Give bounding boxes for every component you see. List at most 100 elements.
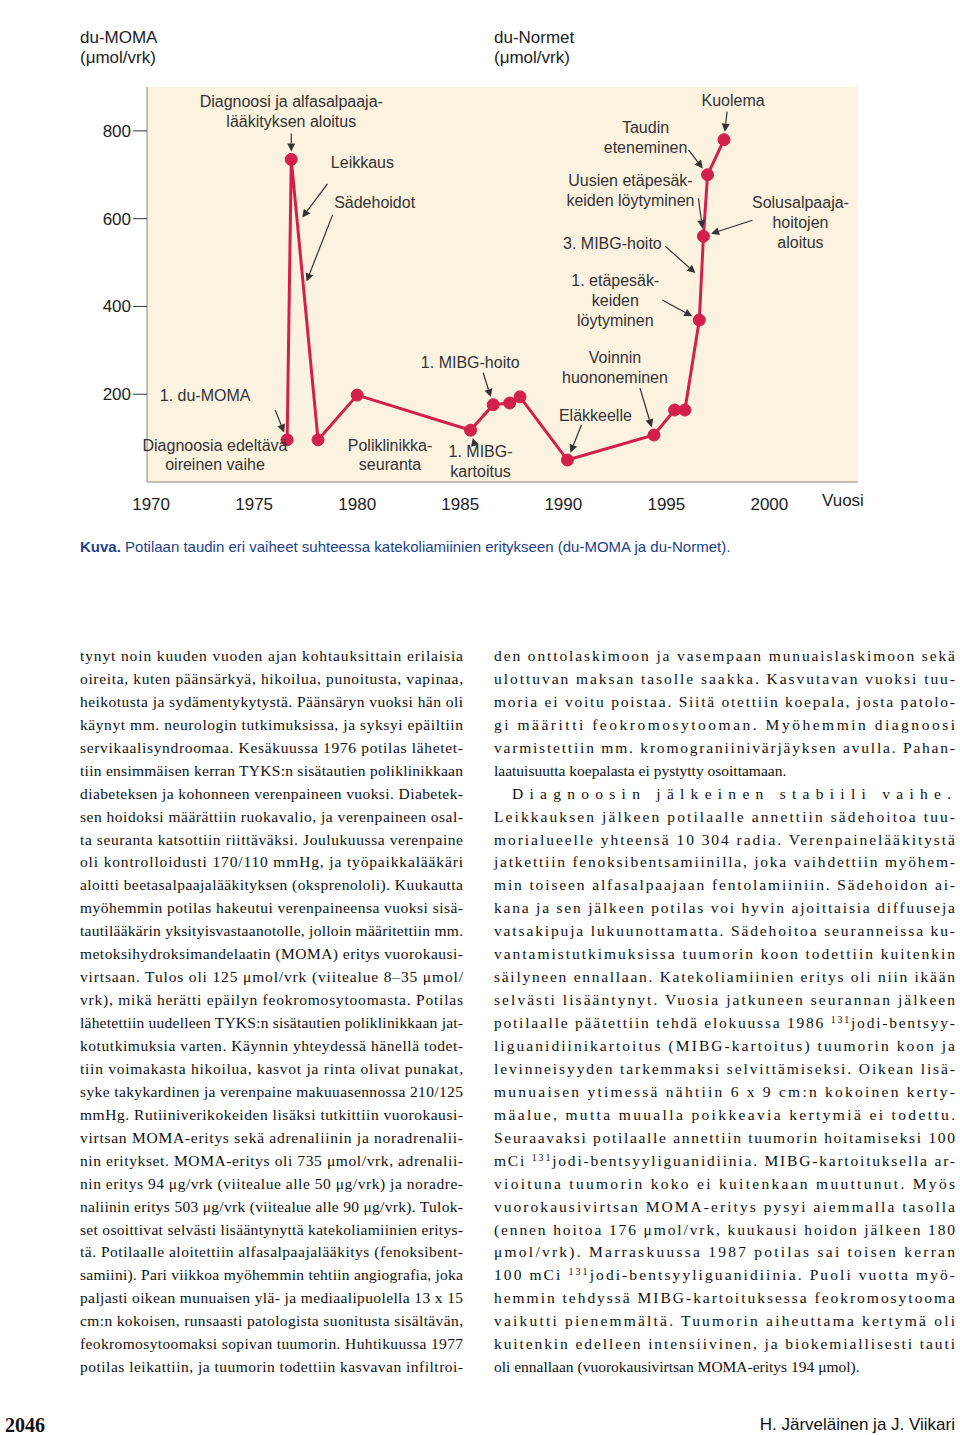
svg-text:2000: 2000 (750, 495, 788, 514)
svg-text:sen hoidoksi määrättiin ruokav: sen hoidoksi määrättiin ruokavalio, ja v… (80, 808, 463, 825)
svg-text:mmHg. Rutiiniverikokeiden lisä: mmHg. Rutiiniverikokeiden lisäksi tutkit… (80, 1106, 463, 1123)
svg-text:1985: 1985 (441, 495, 479, 514)
svg-text:heikotusta ja sydämentykytystä: heikotusta ja sydämentykytystä. Päänsäry… (80, 693, 464, 710)
html-text:Diagnoosia edeltävä: Diagnoosia edeltävä (142, 437, 288, 454)
svg-text:käynyt mm. neurologin tutkimuk: käynyt mm. neurologin tutkimuksissa, ja … (80, 716, 463, 733)
html-text:du-MOMA: du-MOMA (80, 28, 158, 47)
svg-text:tä. Potilaalle aloitettiin alf: tä. Potilaalle aloitettiin alfasalpaajal… (80, 1243, 463, 1261)
svg-text:varmistettiin mm. kromograniin: varmistettiin mm. kromograniinivärjäykse… (494, 739, 952, 756)
svg-text:ta seuranta katsottiin riittäv: ta seuranta katsottiin riittäväksi. Joul… (80, 831, 463, 848)
svg-text:paljasti oikean munuaisen ylä-: paljasti oikean munuaisen ylä- ja mediaa… (80, 1289, 463, 1306)
svg-text:Seuraavaksi potilaalle annetti: Seuraavaksi potilaalle annettiin tuumori… (494, 1129, 952, 1146)
svg-text:1980: 1980 (338, 495, 376, 514)
svg-text:aloitti beetasalpaajalääkityks: aloitti beetasalpaajalääkityksen (okspre… (80, 876, 463, 894)
svg-text:mäalue, mutta muualla poikkeav: mäalue, mutta muualla poikkeavia kertymi… (494, 1106, 952, 1123)
svg-text:2046: 2046 (8, 1414, 45, 1435)
svg-text:800: 800 (103, 122, 131, 141)
svg-text:potilas leikattiin, ja tuumori: potilas leikattiin, ja tuumorin todettii… (80, 1358, 463, 1375)
svg-text:Kuolema: Kuolema (701, 92, 764, 109)
svg-text:600: 600 (103, 210, 131, 229)
svg-text:set osoittivat selvästi lisään: set osoittivat selvästi lisääntynyttä ka… (80, 1221, 463, 1238)
svg-text:vuorokausivirtsan MOMA-eritys: vuorokausivirtsan MOMA-eritys pysyi aiem… (494, 1198, 952, 1215)
svg-text:selvästi lisääntynyt. Vuosia j: selvästi lisääntynyt. Vuosia jatkuneen s… (494, 991, 952, 1008)
svg-text:hemmin tehdyssä MIBG-kartoituk: hemmin tehdyssä MIBG-kartoituksessa feok… (494, 1289, 952, 1306)
svg-text:Eläkkeelle: Eläkkeelle (559, 407, 632, 424)
svg-text:nin eritykset. MOMA-eritys oli: nin eritykset. MOMA-eritys oli 735 μmol/… (80, 1152, 463, 1169)
html-text:(μmol/vrk): (μmol/vrk) (494, 48, 570, 67)
svg-text:kana ja sen jälkeen potilas vo: kana ja sen jälkeen potilas voi hyvin aj… (494, 899, 952, 916)
svg-text:lähetettiin uudelleen TYKS:n s: lähetettiin uudelleen TYKS:n sisätautien… (80, 1014, 463, 1031)
html-text:Vuosi: Vuosi (822, 491, 864, 510)
svg-text:säilyneen ennallaan. Katekolia: säilyneen ennallaan. Katekoliamiinien er… (494, 968, 952, 985)
svg-text:kotutkimuksia varten. Käynnin: kotutkimuksia varten. Käynnin yhteydessä… (80, 1037, 463, 1054)
svg-text:mCi 131jodi-bentsyyliguanidiin: mCi 131jodi-bentsyyliguanidiinia. MIBG-k… (494, 1152, 952, 1169)
svg-text:oli ennallaan (vuorokausivirts: oli ennallaan (vuorokausivirtsan MOMA-er… (494, 1358, 860, 1376)
svg-text:vaikutti pienemmältä. Tuumorin: vaikutti pienemmältä. Tuumorin aiheuttam… (494, 1312, 952, 1329)
svg-text:1. MIBG-hoito: 1. MIBG-hoito (421, 354, 520, 371)
svg-text:feokromosytoomaksi sopivan tuu: feokromosytoomaksi sopivan tuumorin. Huh… (80, 1335, 463, 1352)
svg-text:jatkettiin fenoksibentsamiinil: jatkettiin fenoksibentsamiinilla, joka v… (493, 853, 952, 870)
svg-text:tautilääkärin yksityisvastaano: tautilääkärin yksityisvastaanotolle, jol… (80, 922, 463, 939)
svg-text:metoksihydroksimandelaatin (MO: metoksihydroksimandelaatin (MOMA) eritys… (80, 945, 463, 963)
svg-text:samiini). Pari viikkoa myöhemm: samiini). Pari viikkoa myöhemmin tehtiin… (80, 1266, 463, 1284)
svg-text:1995: 1995 (647, 495, 685, 514)
svg-text:liguanidiinikartoitus (MIBG-ka: liguanidiinikartoitus (MIBG-kartoitus) t… (494, 1037, 952, 1055)
svg-text:Solusalpaaja-hoitojenaloitus: Solusalpaaja-hoitojenaloitus (752, 194, 849, 251)
svg-text:ulottuvan maksan tasolle saakk: ulottuvan maksan tasolle saakka. Kasvuta… (494, 670, 952, 687)
svg-text:tiin ensimmäisen kerran TYKS:n: tiin ensimmäisen kerran TYKS:n sisätauti… (80, 762, 463, 779)
svg-text:vrk), mikä herätti epäilyn feo: vrk), mikä herätti epäilyn feokromosytoo… (80, 991, 463, 1009)
html-text:du-Normet: du-Normet (494, 28, 575, 47)
svg-text:naliinin eritys 503 μg/vrk (vi: naliinin eritys 503 μg/vrk (viitealue al… (80, 1198, 463, 1216)
svg-text:Taudineteneminen: Taudineteneminen (604, 119, 688, 156)
svg-text:1970: 1970 (132, 495, 170, 514)
svg-text:Leikkauksen jälkeen potilaalle: Leikkauksen jälkeen potilaalle annettiin… (494, 808, 952, 825)
html-text:oireinen vaihe: oireinen vaihe (165, 456, 265, 473)
svg-text:200: 200 (103, 385, 131, 404)
svg-text:(ennen hoitoa 176 μmol/vrk, ku: (ennen hoitoa 176 μmol/vrk, kuukausi hoi… (494, 1221, 952, 1239)
svg-text:moria ei voitu poistaa. Siitä: moria ei voitu poistaa. Siitä otettiin k… (494, 693, 952, 710)
svg-text:tiin voimakasta hikoilua, kasv: tiin voimakasta hikoilua, kasvot ja rint… (80, 1060, 463, 1077)
svg-text:vatsakipuja lukuunottamatta. S: vatsakipuja lukuunottamatta. Sädehoitoa … (494, 922, 952, 939)
svg-text:laatuisuutta koepalasta ei pys: laatuisuutta koepalasta ei pystytty osoi… (494, 762, 786, 779)
svg-text:levinneisyyden tarkemmaksi sel: levinneisyyden tarkemmaksi selvittämisek… (494, 1060, 952, 1077)
svg-text:gi määritti feokromosytooman.: gi määritti feokromosytooman. Myöhemmin … (494, 716, 952, 733)
svg-text:Diagnoosin jälkeinen stabiili: Diagnoosin jälkeinen stabiili vaihe. (512, 785, 952, 802)
svg-text:nin eritys 94 μg/vrk (viitealu: nin eritys 94 μg/vrk (viitealue alle 50 … (80, 1175, 463, 1193)
svg-text:tynyt noin kuuden vuoden ajan: tynyt noin kuuden vuoden ajan kohtauksit… (80, 647, 463, 664)
svg-text:H. Järveläinen ja J. Viikari: H. Järveläinen ja J. Viikari (760, 1415, 952, 1434)
svg-text:diabeteksen ja kohonneen veren: diabeteksen ja kohonneen verenpaineen vu… (80, 785, 463, 802)
svg-text:Leikkaus: Leikkaus (331, 154, 394, 171)
svg-text:100 mCi 131jodi-bentsyyliguani: 100 mCi 131jodi-bentsyyliguanidiinia. Pu… (494, 1266, 952, 1283)
svg-text:munuaisen ytimessä nähtiin 6 x: munuaisen ytimessä nähtiin 6 x 9 cm:n ko… (494, 1083, 952, 1100)
svg-text:400: 400 (103, 297, 131, 316)
svg-text:myöhemmin potilas hakeutui ver: myöhemmin potilas hakeutui verenpaineens… (80, 899, 463, 916)
svg-text:oli kontrolloidusti 170/110 mm: oli kontrolloidusti 170/110 mmHg, ja työ… (80, 853, 464, 870)
svg-text:1. du-MOMA: 1. du-MOMA (160, 387, 251, 404)
svg-text:oireita, kuten päänsärkyä, hik: oireita, kuten päänsärkyä, hikoilua, pun… (80, 670, 463, 687)
svg-text:μmol/vrk). Marraskuussa 1987 p: μmol/vrk). Marraskuussa 1987 potilas sai… (494, 1243, 952, 1261)
svg-text:1990: 1990 (544, 495, 582, 514)
svg-text:1975: 1975 (235, 495, 273, 514)
svg-text:Diagnoosi ja alfasalpaaja-lääk: Diagnoosi ja alfasalpaaja-lääkityksen al… (200, 93, 383, 130)
html-text:(μmol/vrk): (μmol/vrk) (80, 48, 156, 67)
html-text:Poliklinikka-: Poliklinikka- (347, 437, 433, 454)
svg-text:3. MIBG-hoito: 3. MIBG-hoito (563, 235, 662, 252)
svg-text:1. MIBG-kartoitus: 1. MIBG-kartoitus (449, 443, 513, 480)
svg-text:virtsan MOMA-eritys sekä adren: virtsan MOMA-eritys sekä adrenaliinin ja… (80, 1129, 463, 1146)
svg-text:Voinninhuononeminen: Voinninhuononeminen (562, 349, 668, 386)
svg-text:vantamistutkimuksissa tuumorin: vantamistutkimuksissa tuumorin koon tode… (494, 945, 952, 962)
svg-text:vioituna tuumorin koko ei kuit: vioituna tuumorin koko ei kuitenkaan muu… (494, 1175, 952, 1192)
svg-text:servikaalisyndroomaa. Kesäkuus: servikaalisyndroomaa. Kesäkuussa 1976 po… (80, 739, 463, 756)
svg-text:Sädehoidot: Sädehoidot (334, 194, 416, 211)
svg-text:cm:n kokoisen, runsaasti patol: cm:n kokoisen, runsaasti patologista suo… (80, 1312, 463, 1329)
svg-text:Uusien etäpesäk-keiden löytymi: Uusien etäpesäk-keiden löytyminen (566, 172, 694, 209)
svg-text:min toiseen alfasalpaajaan fen: min toiseen alfasalpaajaan fentolamiinii… (494, 876, 952, 893)
svg-text:potilaalle päätettiin tehdä el: potilaalle päätettiin tehdä elokuussa 19… (494, 1014, 952, 1031)
svg-text:virtsaan. Tulos oli 125 μmol/v: virtsaan. Tulos oli 125 μmol/vrk (viitea… (80, 968, 464, 986)
svg-text:morialueelle yhteensä 10 304 r: morialueelle yhteensä 10 304 radia. Vere… (494, 831, 952, 848)
svg-text:den onttolaskimoon ja vasempaa: den onttolaskimoon ja vasempaan munuaisl… (494, 647, 952, 664)
svg-text:syke takykardinen ja verenpain: syke takykardinen ja verenpaine makuuase… (80, 1083, 463, 1100)
html-text:seuranta: seuranta (358, 456, 422, 473)
svg-text:kuitenkin edelleen intensiivin: kuitenkin edelleen intensiivinen, ja bio… (494, 1335, 952, 1352)
svg-text:1. etäpesäk-keidenlöytyminen: 1. etäpesäk-keidenlöytyminen (571, 272, 659, 329)
